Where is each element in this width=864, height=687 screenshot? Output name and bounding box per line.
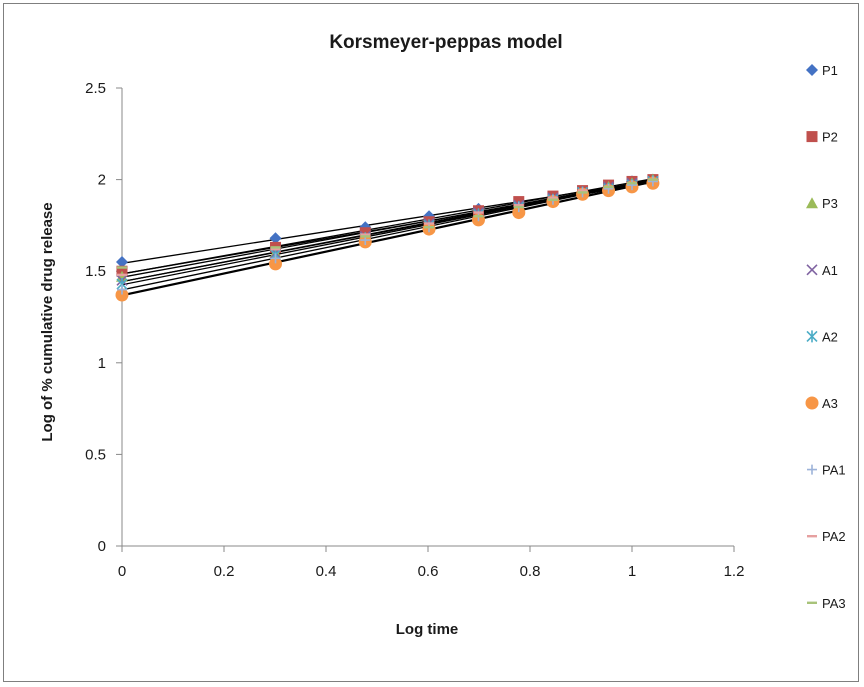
y-tick-label: 1 [98, 355, 106, 372]
data-point [512, 206, 526, 220]
data-point [269, 232, 282, 245]
y-tick-label: 2.5 [85, 80, 106, 97]
legend-marker [806, 131, 818, 143]
x-tick-label: 1.2 [724, 563, 745, 580]
chart-title: Korsmeyer-peppas model [329, 32, 562, 53]
legend-label: A3 [822, 396, 838, 411]
x-tick-label: 0.4 [316, 563, 337, 580]
legend-item-a1: A1 [806, 263, 838, 278]
legend-marker [806, 264, 818, 276]
trendlines [121, 178, 654, 297]
series-pa3 [117, 178, 658, 269]
x-tick-label: 0.6 [418, 563, 439, 580]
legend-marker [807, 464, 817, 475]
y-tick-label: 0.5 [85, 446, 106, 463]
legend-label: PA1 [822, 463, 846, 478]
x-tick-label: 0.8 [520, 563, 541, 580]
legend-item-a2: A2 [806, 329, 838, 344]
y-tick-label: 0 [98, 538, 106, 555]
data-point [115, 288, 129, 302]
axes: 0 0.2 0.4 0.6 0.8 1 1.2 0 0.5 1 1.5 2 2.5 [85, 80, 744, 580]
legend-marker [806, 64, 818, 76]
trendline-pa3 [121, 181, 654, 275]
data-points [115, 173, 660, 302]
legend-label: A2 [822, 329, 838, 344]
legend-item-pa1: PA1 [807, 463, 846, 478]
legend-item-pa2: PA2 [807, 529, 846, 544]
chart-frame: Korsmeyer-peppas model 0 0.2 0.4 0.6 0.8 1 1.2… [3, 3, 859, 682]
legend-item-p3: P3 [806, 196, 838, 211]
y-axis-title: Log of % cumulative drug release [39, 202, 56, 441]
x-tick-label: 0 [118, 563, 126, 580]
x-tick-label: 1 [628, 563, 636, 580]
legend: P1 P2 P3 A1 A2 A3 PA1 PA2 PA3 [805, 63, 846, 611]
legend-label: PA3 [822, 596, 846, 611]
legend-label: P3 [822, 196, 838, 211]
legend-label: A1 [822, 263, 838, 278]
korsmeyer-peppas-chart: Korsmeyer-peppas model 0 0.2 0.4 0.6 0.8 1 1.2… [39, 32, 846, 638]
legend-marker [806, 330, 818, 343]
data-point [270, 253, 281, 264]
legend-label: PA2 [822, 529, 846, 544]
legend-label: P2 [822, 130, 838, 145]
x-tick-label: 0.2 [214, 563, 235, 580]
data-point [647, 176, 658, 187]
trendline-pa1 [121, 179, 654, 291]
legend-item-p1: P1 [806, 63, 838, 78]
legend-item-p2: P2 [806, 130, 838, 145]
data-point [627, 180, 637, 191]
data-point [603, 183, 614, 194]
y-tick-label: 1.5 [85, 263, 106, 280]
trendline-a3 [121, 180, 654, 297]
x-axis-title: Log time [396, 621, 459, 638]
y-tick-label: 2 [98, 172, 106, 189]
legend-item-pa3: PA3 [807, 596, 846, 611]
data-point [116, 270, 128, 282]
legend-item-a3: A3 [805, 396, 838, 411]
data-point [116, 256, 128, 269]
data-point [269, 257, 283, 271]
legend-marker [806, 197, 818, 209]
legend-label: P1 [822, 63, 838, 78]
legend-marker [805, 396, 819, 410]
data-point [117, 284, 127, 295]
